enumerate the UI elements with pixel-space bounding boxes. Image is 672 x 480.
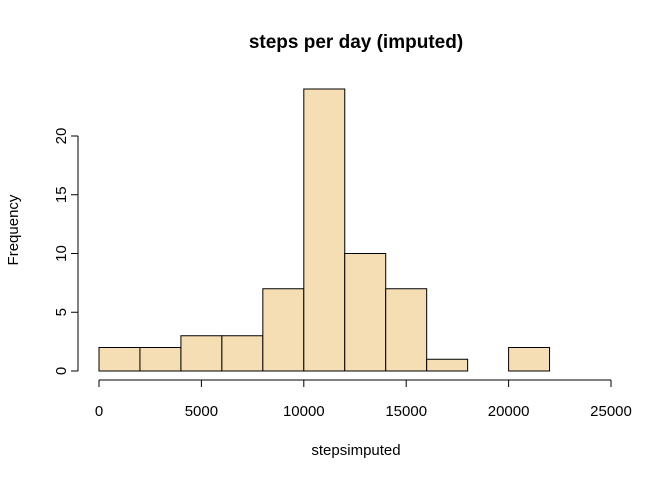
x-tick-label: 0 (95, 403, 103, 420)
histogram-bar (426, 358, 469, 372)
chart-title: steps per day (imputed) (249, 32, 463, 53)
x-axis-label: stepsimputed (311, 442, 400, 459)
bars-group (98, 88, 551, 372)
histogram-bar (221, 335, 264, 372)
histogram-bar (385, 288, 428, 372)
y-tick-label: 15 (53, 186, 70, 203)
x-tick-label: 5000 (185, 403, 218, 420)
histogram-bar (180, 335, 223, 372)
x-axis: 0 5000 10000 15000 20000 25000 (95, 379, 632, 420)
y-tick-label: 5 (53, 308, 70, 316)
x-tick-label: 25000 (590, 403, 632, 420)
y-axis-label: Frequency (5, 194, 22, 265)
y-tick-label: 10 (53, 245, 70, 262)
histogram-bar (139, 347, 182, 372)
x-tick-label: 20000 (488, 403, 530, 420)
histogram-bar (344, 253, 387, 372)
y-tick-label: 0 (53, 367, 70, 375)
x-tick-label: 15000 (385, 403, 427, 420)
y-tick-label: 20 (53, 128, 70, 145)
histogram-bar (508, 347, 551, 372)
y-axis: 0 5 10 15 20 (53, 128, 79, 375)
histogram-bar (98, 347, 141, 372)
histogram-bar (303, 88, 346, 372)
x-tick-label: 10000 (283, 403, 325, 420)
histogram-bar (262, 288, 305, 372)
